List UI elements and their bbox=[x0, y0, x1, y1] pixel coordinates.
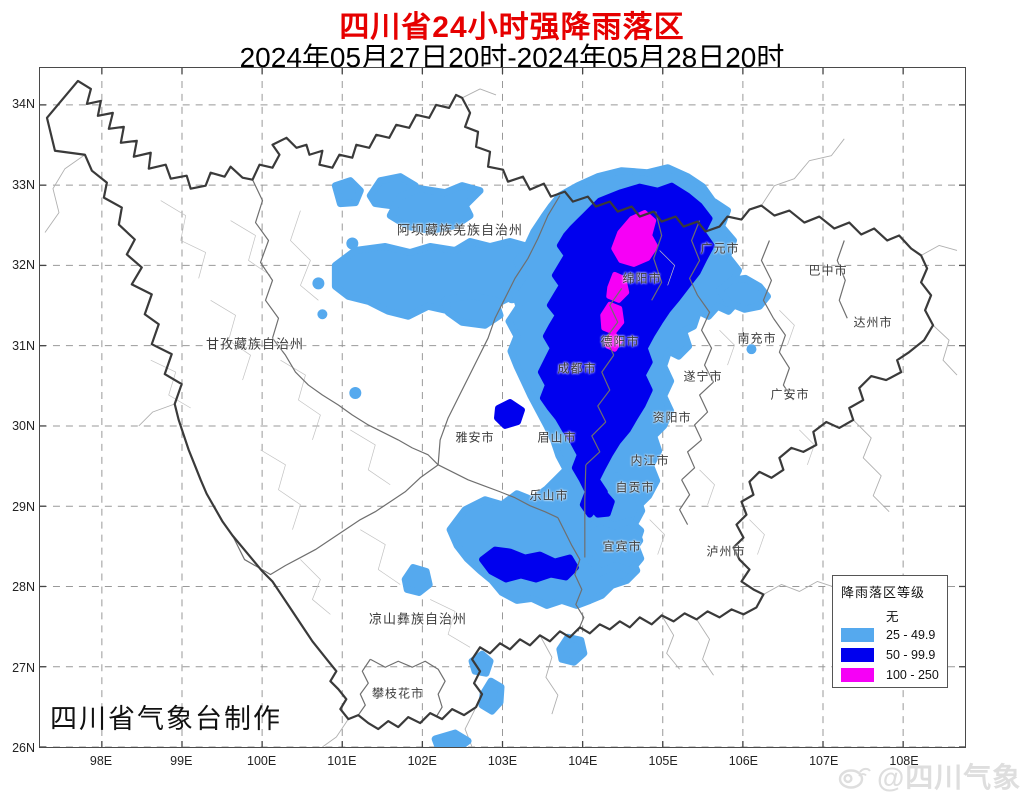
region-label: 资阳市 bbox=[652, 410, 692, 425]
page-title: 四川省24小时强降雨落区 bbox=[339, 11, 685, 44]
legend-label: 50 - 99.9 bbox=[886, 648, 936, 662]
lat-tick-label: 27N bbox=[12, 660, 35, 675]
neighbor-boundaries bbox=[44, 88, 958, 747]
lat-tick-label: 30N bbox=[12, 419, 35, 433]
region-label: 乐山市 bbox=[529, 488, 569, 503]
lon-tick-label: 104E bbox=[568, 754, 598, 768]
lat-tick-label: 26N bbox=[12, 741, 35, 755]
legend-item: 无 bbox=[841, 605, 947, 625]
legend-label: 100 - 250 bbox=[886, 668, 939, 682]
axis-ticks bbox=[40, 68, 965, 747]
legend-item: 100 - 250 bbox=[841, 665, 947, 685]
region-label: 遂宁市 bbox=[683, 369, 723, 384]
province-outline bbox=[45, 79, 935, 731]
lon-tick-label: 108E bbox=[889, 754, 919, 768]
rain-area-100-250 bbox=[600, 210, 659, 352]
lon-tick-label: 98E bbox=[89, 754, 113, 768]
region-label: 泸州市 bbox=[706, 544, 746, 559]
legend-swatch bbox=[841, 648, 874, 662]
region-label: 达州市 bbox=[853, 315, 893, 330]
region-label: 绵阳市 bbox=[622, 271, 662, 286]
watermark-text: @四川气象 bbox=[877, 762, 1022, 793]
county-boundaries bbox=[150, 200, 815, 648]
region-label: 南充市 bbox=[737, 331, 777, 346]
weibo-logo-icon bbox=[838, 767, 871, 789]
legend-item: 50 - 99.9 bbox=[841, 645, 947, 665]
region-label: 巴中市 bbox=[808, 263, 848, 278]
region-label: 广安市 bbox=[770, 387, 810, 402]
legend-item: 25 - 49.9 bbox=[841, 625, 947, 645]
producer-caption: 四川省气象台制作 bbox=[50, 704, 282, 734]
region-label: 宜宾市 bbox=[602, 539, 642, 554]
region-label: 德阳市 bbox=[600, 334, 640, 349]
sichuan-map bbox=[40, 68, 965, 747]
lat-tick-label: 29N bbox=[12, 499, 35, 514]
region-label: 成都市 bbox=[557, 361, 597, 376]
legend-box: 降雨落区等级 无 25 - 49.9 50 - 99.9 100 - 250 bbox=[832, 575, 948, 688]
region-label: 凉山彝族自治州 bbox=[368, 611, 468, 627]
region-label: 自贡市 bbox=[615, 480, 655, 495]
lon-tick-label: 106E bbox=[728, 754, 758, 768]
lat-tick-label: 28N bbox=[12, 580, 35, 594]
legend-swatch bbox=[841, 668, 874, 682]
legend-label: 25 - 49.9 bbox=[886, 628, 936, 642]
lon-tick-label: 102E bbox=[407, 754, 437, 768]
lat-tick-label: 33N bbox=[12, 177, 35, 192]
map-plot-area bbox=[39, 67, 966, 748]
region-label: 甘孜藏族自治州 bbox=[205, 336, 305, 352]
region-label: 雅安市 bbox=[455, 430, 495, 445]
legend-swatch bbox=[841, 608, 874, 622]
lon-tick-label: 99E bbox=[170, 754, 193, 768]
lon-tick-label: 103E bbox=[487, 754, 518, 768]
region-label: 内江市 bbox=[630, 453, 670, 468]
lat-tick-label: 31N bbox=[12, 338, 35, 353]
watermark: @四川气象 bbox=[836, 756, 1021, 796]
region-label: 眉山市 bbox=[537, 430, 577, 445]
region-label: 广元市 bbox=[700, 241, 740, 256]
lat-tick-label: 32N bbox=[12, 258, 35, 272]
lon-tick-label: 105E bbox=[648, 754, 678, 768]
lat-tick-label: 34N bbox=[12, 97, 35, 111]
rain-area-50-99 bbox=[479, 182, 715, 583]
legend-title: 降雨落区等级 bbox=[841, 585, 926, 600]
lon-tick-label: 107E bbox=[809, 754, 839, 768]
region-label: 攀枝花市 bbox=[371, 686, 425, 701]
legend-label: 无 bbox=[886, 609, 899, 624]
region-label: 阿坝藏族羌族自治州 bbox=[396, 222, 524, 238]
lon-tick-label: 101E bbox=[327, 754, 357, 768]
lon-tick-label: 100E bbox=[246, 754, 277, 768]
legend-swatch bbox=[841, 628, 874, 642]
